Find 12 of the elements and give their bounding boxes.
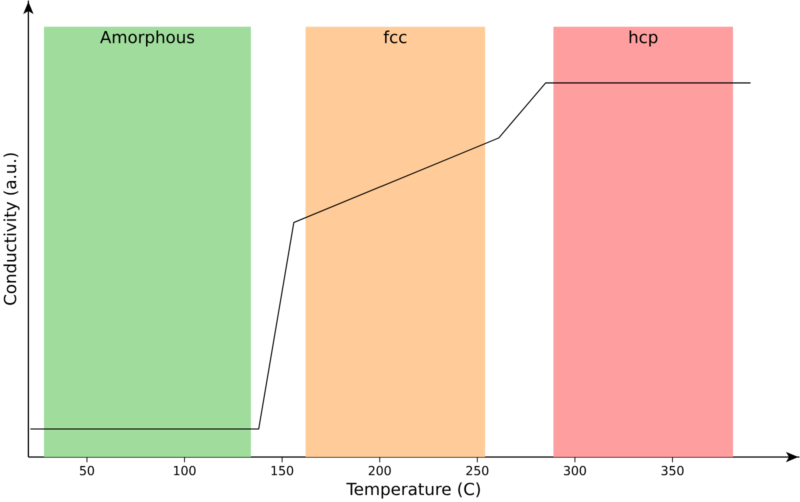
band-label: hcp (630, 30, 658, 47)
x-tick-label: 50 (80, 466, 94, 476)
x-tick-label: 100 (174, 466, 196, 476)
x-tick-label: 350 (662, 466, 684, 476)
x-tick-label: 300 (564, 466, 586, 476)
x-axis-title: Temperature (C) (346, 482, 480, 499)
x-tick-label: 150 (272, 466, 294, 476)
x-tick-label: 200 (368, 466, 391, 476)
band-label: fcc (384, 30, 406, 44)
y-axis-title: Conductivity (a.u.) (3, 153, 20, 305)
x-tick-label: 250 (466, 466, 488, 476)
band-label: Amorphous (100, 30, 194, 47)
